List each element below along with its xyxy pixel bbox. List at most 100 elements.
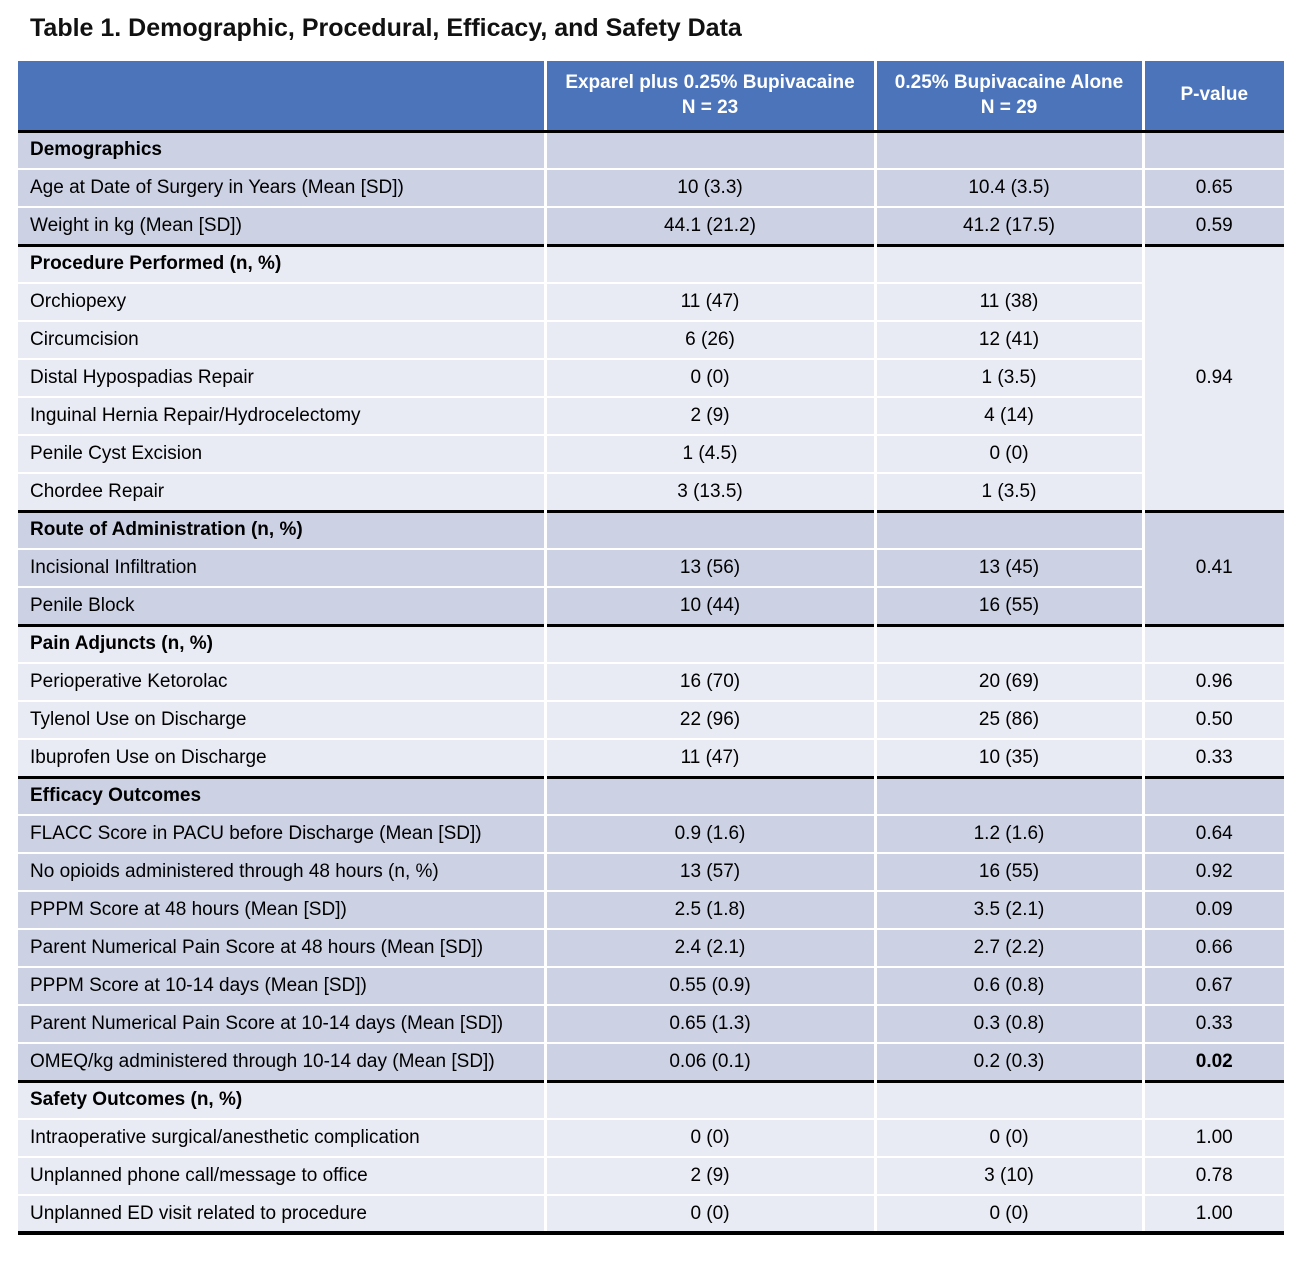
section-header-row: Efficacy Outcomes <box>18 775 1284 816</box>
row-label-column-header <box>18 61 547 133</box>
group1-value-cell <box>543 1079 877 1120</box>
column-header-p-value: P-value <box>1141 61 1284 133</box>
table-row: Circumcision 6 (26) 12 (41) <box>18 320 1284 360</box>
group1-value-cell: 0.65 (1.3) <box>543 1004 877 1044</box>
column-header-bupivacaine-line2: N = 29 <box>980 97 1038 119</box>
group2-value-cell: 4 (14) <box>873 396 1143 436</box>
group1-value-cell <box>543 243 877 284</box>
p-value-cell: 0.65 <box>1141 168 1284 208</box>
group1-value-cell: 16 (70) <box>543 662 877 702</box>
row-label-cell: PPPM Score at 48 hours (Mean [SD]) <box>18 890 547 930</box>
row-label-cell: Chordee Repair <box>18 472 547 512</box>
table-row: Chordee Repair 3 (13.5) 1 (3.5) <box>18 472 1284 512</box>
table-row: Penile Cyst Excision 1 (4.5) 0 (0) <box>18 434 1284 474</box>
row-label-cell: Penile Block <box>18 586 547 626</box>
group1-value-cell <box>543 509 877 550</box>
group1-value-cell: 11 (47) <box>543 282 877 322</box>
group2-value-cell: 11 (38) <box>873 282 1143 322</box>
row-label-cell: Orchiopexy <box>18 282 547 322</box>
table-row: Penile Block 10 (44) 16 (55) <box>18 586 1284 626</box>
row-label-cell: Distal Hypospadias Repair <box>18 358 547 398</box>
group2-value-cell: 0.3 (0.8) <box>873 1004 1145 1044</box>
p-value-cell: 0.33 <box>1141 1004 1284 1044</box>
group1-value-cell <box>543 129 877 170</box>
table-body: Demographics Age at Date of Surgery in Ye… <box>18 129 1284 1234</box>
group1-value-cell: 0 (0) <box>543 358 877 398</box>
p-value-cell: 0.33 <box>1141 738 1284 778</box>
p-value-cell: 0.64 <box>1141 814 1284 854</box>
group2-value-cell: 20 (69) <box>873 662 1145 702</box>
row-label-cell: Unplanned ED visit related to procedure <box>18 1194 547 1234</box>
p-value-cell: 0.02 <box>1141 1042 1284 1082</box>
group1-value-cell: 13 (56) <box>543 548 877 588</box>
p-value-cell: 0.66 <box>1141 928 1284 968</box>
table-row: Distal Hypospadias Repair 0 (0) 1 (3.5) <box>18 358 1284 398</box>
row-label-cell: Parent Numerical Pain Score at 10-14 day… <box>18 1004 547 1044</box>
p-value-cell: 0.92 <box>1141 852 1284 892</box>
table-row: Unplanned ED visit related to procedure 0… <box>18 1194 1284 1234</box>
row-label-cell: Unplanned phone call/message to office <box>18 1156 547 1196</box>
table-row: PPPM Score at 10-14 days (Mean [SD]) 0.55… <box>18 966 1284 1006</box>
demographics-procedural-efficacy-safety-table: Exparel plus 0.25% Bupivacaine N = 23 0.… <box>18 61 1284 1235</box>
group1-value-cell: 10 (44) <box>543 586 877 626</box>
merged-p-value-cell: 0.94 <box>1141 243 1284 512</box>
table-row: Age at Date of Surgery in Years (Mean [S… <box>18 168 1284 208</box>
group1-value-cell: 44.1 (21.2) <box>543 206 877 246</box>
section-header-row: Pain Adjuncts (n, %) <box>18 623 1284 664</box>
row-label-cell: Weight in kg (Mean [SD]) <box>18 206 547 246</box>
group2-value-cell: 3 (10) <box>873 1156 1145 1196</box>
group2-value-cell: 1.2 (1.6) <box>873 814 1145 854</box>
group2-value-cell: 0 (0) <box>873 1118 1145 1158</box>
section-header-cell: Efficacy Outcomes <box>18 775 547 816</box>
row-label-cell: No opioids administered through 48 hours… <box>18 852 547 892</box>
group2-value-cell <box>873 509 1145 550</box>
row-label-cell: Inguinal Hernia Repair/Hydrocelectomy <box>18 396 547 436</box>
section-header-cell: Demographics <box>18 129 547 170</box>
merged-p-value-cell: 0.41 <box>1141 509 1284 626</box>
group1-value-cell: 0.06 (0.1) <box>543 1042 877 1082</box>
section-header-row: Demographics <box>18 129 1284 170</box>
table-row: Weight in kg (Mean [SD]) 44.1 (21.2) 41.2 … <box>18 206 1284 246</box>
group2-value-cell: 3.5 (2.1) <box>873 890 1145 930</box>
row-label-cell: OMEQ/kg administered through 10-14 day (… <box>18 1042 547 1082</box>
group1-value-cell: 11 (47) <box>543 738 877 778</box>
table-header: Exparel plus 0.25% Bupivacaine N = 23 0.… <box>18 61 1284 133</box>
group2-value-cell: 25 (86) <box>873 700 1145 740</box>
row-label-cell: Parent Numerical Pain Score at 48 hours … <box>18 928 547 968</box>
row-label-cell: Circumcision <box>18 320 547 360</box>
group2-value-cell <box>873 775 1145 816</box>
table-header-row: Exparel plus 0.25% Bupivacaine N = 23 0.… <box>18 61 1284 133</box>
group2-value-cell: 12 (41) <box>873 320 1143 360</box>
table-row: Incisional Infiltration 13 (56) 13 (45) <box>18 548 1284 588</box>
row-label-cell: Incisional Infiltration <box>18 548 547 588</box>
group2-value-cell <box>873 129 1145 170</box>
group1-value-cell: 13 (57) <box>543 852 877 892</box>
table-row: Unplanned phone call/message to office 2 … <box>18 1156 1284 1196</box>
table-row: Orchiopexy 11 (47) 11 (38) <box>18 282 1284 322</box>
group1-value-cell: 0 (0) <box>543 1194 877 1234</box>
p-value-cell: 0.50 <box>1141 700 1284 740</box>
table-row: Perioperative Ketorolac 16 (70) 20 (69) 0.9… <box>18 662 1284 702</box>
group1-value-cell: 2 (9) <box>543 1156 877 1196</box>
group2-value-cell: 16 (55) <box>873 852 1145 892</box>
p-value-cell <box>1141 775 1284 816</box>
section-header-row: Safety Outcomes (n, %) <box>18 1079 1284 1120</box>
p-value-cell <box>1141 623 1284 664</box>
table-row: Ibuprofen Use on Discharge 11 (47) 10 (35)… <box>18 738 1284 778</box>
p-value-cell: 0.67 <box>1141 966 1284 1006</box>
table-row: OMEQ/kg administered through 10-14 day (… <box>18 1042 1284 1082</box>
group1-value-cell <box>543 775 877 816</box>
group1-value-cell: 0.55 (0.9) <box>543 966 877 1006</box>
row-label-cell: Intraoperative surgical/anesthetic compl… <box>18 1118 547 1158</box>
section-header-row: Route of Administration (n, %) 0.41 <box>18 509 1284 626</box>
group2-value-cell: 41.2 (17.5) <box>873 206 1145 246</box>
section-header-cell: Safety Outcomes (n, %) <box>18 1079 547 1120</box>
group2-value-cell <box>873 1079 1145 1120</box>
group1-value-cell: 2.5 (1.8) <box>543 890 877 930</box>
group2-value-cell: 16 (55) <box>873 586 1143 626</box>
group1-value-cell: 0.9 (1.6) <box>543 814 877 854</box>
group2-value-cell: 0.6 (0.8) <box>873 966 1145 1006</box>
table-row: FLACC Score in PACU before Discharge (Me… <box>18 814 1284 854</box>
column-header-bupivacaine-alone-group: 0.25% Bupivacaine Alone N = 29 <box>873 61 1145 133</box>
group1-value-cell: 1 (4.5) <box>543 434 877 474</box>
